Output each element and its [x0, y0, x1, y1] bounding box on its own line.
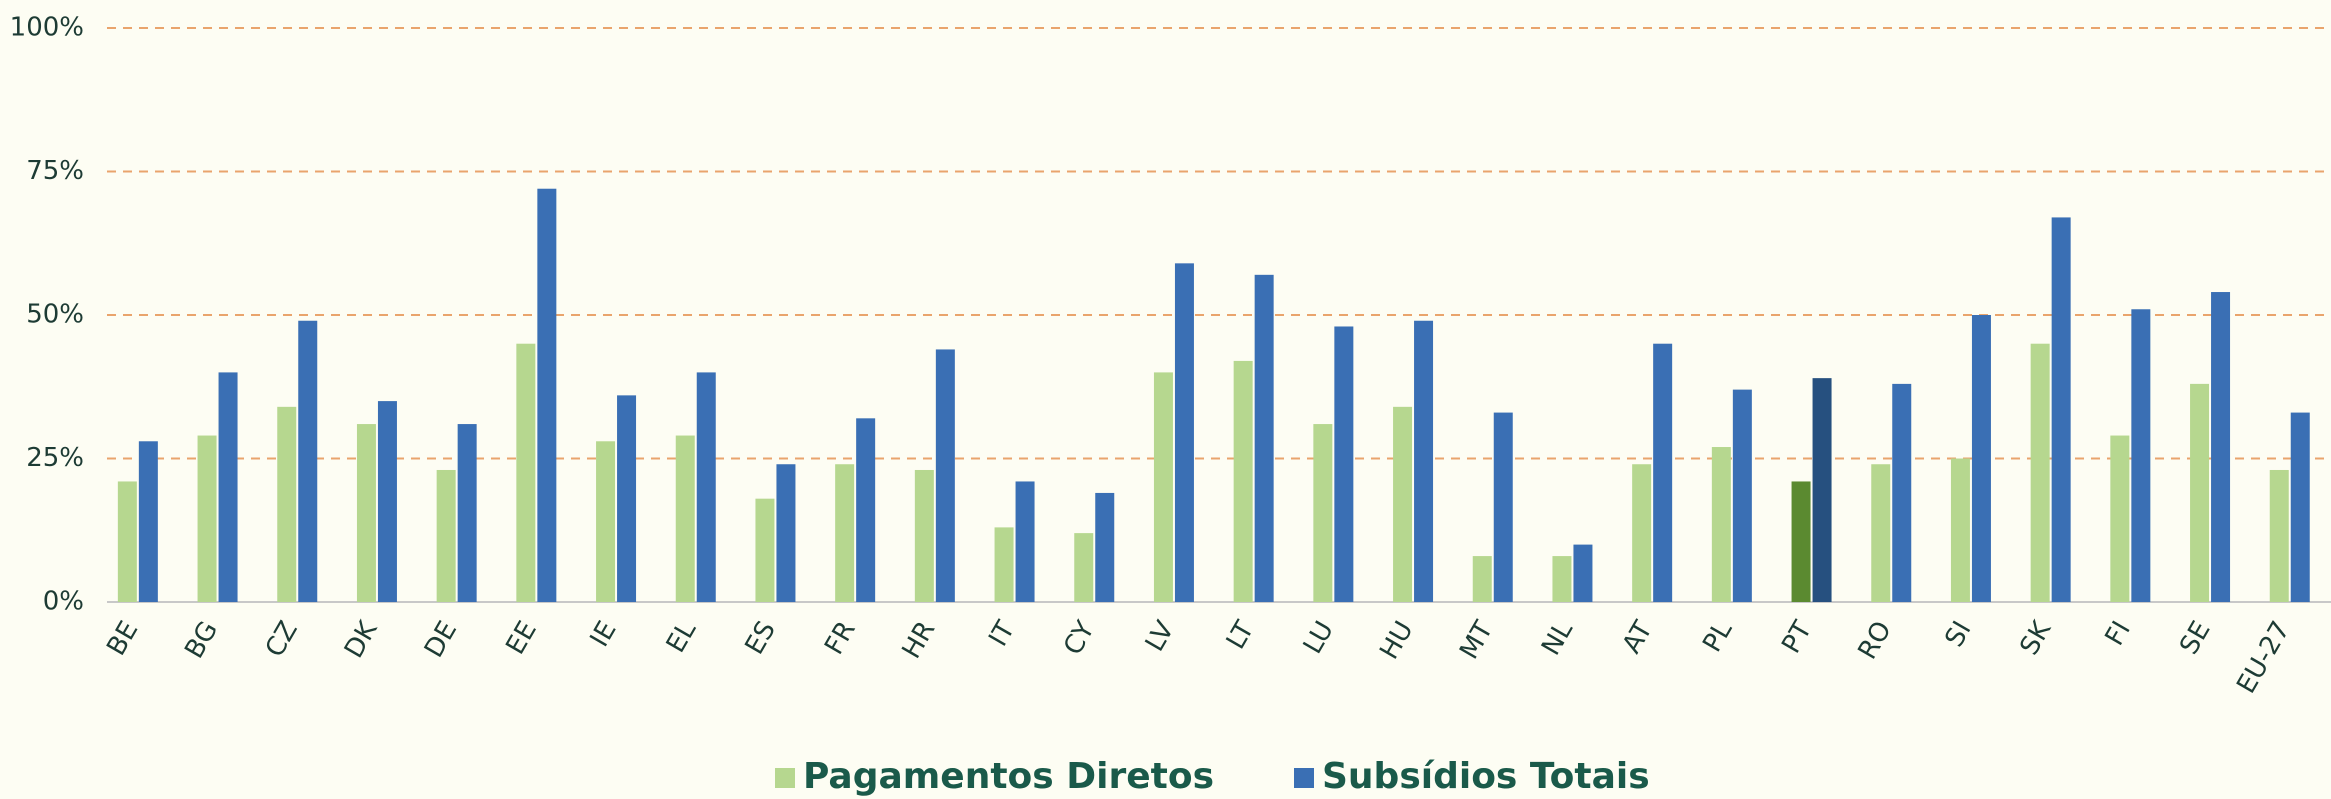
y-tick-label: 0% — [43, 587, 84, 617]
bar — [1573, 544, 1593, 602]
y-tick-label: 100% — [10, 13, 84, 43]
bar — [1095, 492, 1115, 602]
bar — [1552, 556, 1572, 602]
bar — [1653, 343, 1673, 602]
bar — [1334, 326, 1354, 602]
bar — [377, 401, 397, 602]
bar — [2051, 217, 2071, 603]
bar — [1632, 464, 1652, 602]
bar — [856, 418, 876, 602]
bar — [1711, 447, 1731, 602]
bar — [1393, 406, 1413, 602]
bar — [298, 320, 318, 602]
bar — [776, 464, 796, 602]
bar — [218, 372, 238, 602]
bar — [914, 469, 934, 602]
bar — [1074, 533, 1094, 602]
bar — [436, 469, 456, 602]
bar — [675, 435, 695, 602]
bar — [2190, 383, 2210, 602]
bar — [2290, 412, 2310, 602]
bar — [516, 343, 536, 602]
y-tick-label: 25% — [26, 443, 84, 473]
bar — [935, 349, 955, 602]
bar — [1732, 389, 1752, 602]
bar — [117, 481, 137, 602]
bar — [356, 424, 376, 602]
bar — [2211, 292, 2231, 602]
bar — [1950, 458, 1970, 602]
bar — [1472, 556, 1492, 602]
bar — [2030, 343, 2050, 602]
bar — [1791, 481, 1811, 602]
bar — [1313, 424, 1333, 602]
bar — [1892, 383, 1912, 602]
bar — [138, 441, 158, 602]
bar — [1153, 372, 1173, 602]
bar — [617, 395, 637, 602]
bar — [1971, 315, 1991, 602]
bar — [1233, 360, 1253, 602]
bar — [1174, 263, 1194, 602]
bar — [1414, 320, 1434, 602]
legend-swatch — [1294, 768, 1314, 788]
bar — [755, 498, 775, 602]
bar — [2131, 309, 2151, 602]
bar — [2110, 435, 2130, 602]
bar — [1015, 481, 1035, 602]
bar — [596, 441, 616, 602]
bar — [2269, 469, 2289, 602]
legend-swatch — [775, 768, 795, 788]
bar — [197, 435, 217, 602]
bar — [277, 406, 297, 602]
bar — [457, 424, 477, 602]
bar — [696, 372, 716, 602]
y-tick-label: 50% — [26, 300, 84, 330]
y-tick-label: 75% — [26, 156, 84, 186]
legend-label: Pagamentos Diretos — [803, 756, 1214, 797]
bar — [1871, 464, 1891, 602]
bar — [1254, 274, 1274, 602]
bar — [994, 527, 1014, 602]
bar — [1493, 412, 1513, 602]
legend-label: Subsídios Totais — [1322, 756, 1650, 797]
bar — [1812, 378, 1832, 602]
bar — [835, 464, 855, 602]
bar — [537, 188, 557, 602]
